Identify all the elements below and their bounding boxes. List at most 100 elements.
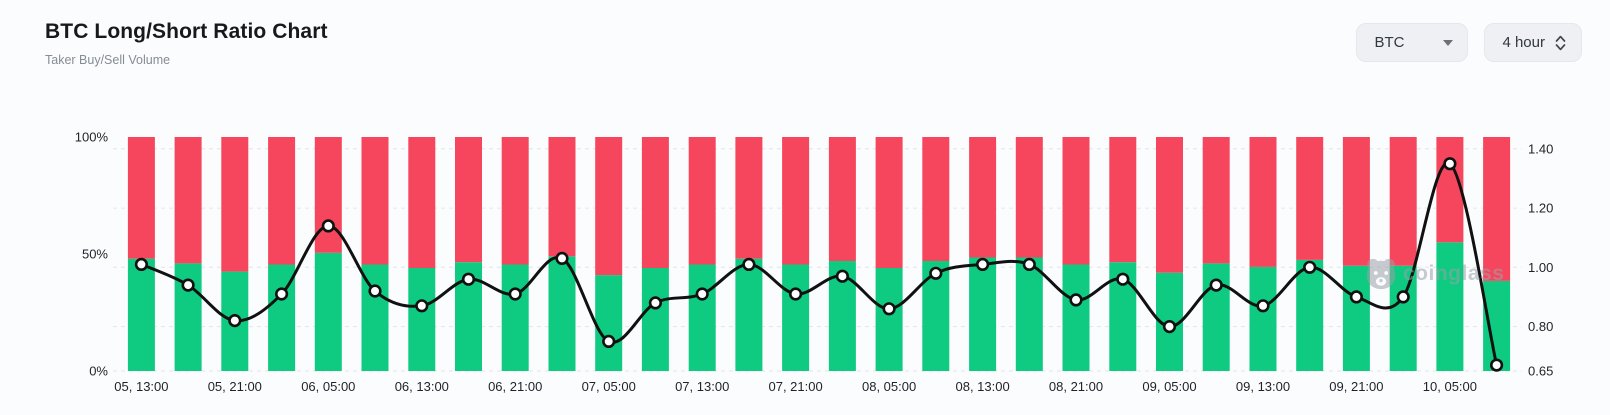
taker-sell-bar[interactable]	[314, 137, 342, 253]
ratio-point[interactable]	[228, 314, 242, 328]
ratio-point[interactable]	[1489, 358, 1504, 372]
ratio-point[interactable]	[882, 302, 896, 316]
taker-buy-bar[interactable]	[1062, 264, 1090, 372]
taker-sell-bar[interactable]	[174, 137, 202, 264]
ratio-point[interactable]	[321, 219, 335, 233]
page-subtitle: Taker Buy/Sell Volume	[45, 53, 171, 67]
taker-sell-bar[interactable]	[595, 137, 623, 276]
taker-buy-bar[interactable]	[314, 252, 342, 371]
taker-sell-bar[interactable]	[1389, 137, 1417, 266]
taker-buy-bar[interactable]	[127, 258, 155, 371]
taker-buy-bar[interactable]	[688, 264, 716, 372]
x-axis-label: 10, 05:00	[1423, 379, 1477, 394]
taker-sell-bar[interactable]	[1342, 137, 1370, 266]
taker-buy-bar[interactable]	[875, 268, 903, 371]
taker-sell-bar[interactable]	[455, 137, 482, 263]
x-axis-label: 08, 13:00	[955, 379, 1009, 394]
taker-buy-bar[interactable]	[1436, 242, 1464, 371]
page-title: BTC Long/Short Ratio Chart	[45, 20, 328, 43]
ratio-point[interactable]	[555, 251, 569, 265]
taker-sell-bar[interactable]	[969, 137, 997, 258]
taker-buy-bar[interactable]	[1015, 257, 1043, 372]
ratio-point[interactable]	[1443, 157, 1457, 171]
ratio-point[interactable]	[835, 269, 850, 283]
taker-buy-bar[interactable]	[1249, 266, 1277, 371]
taker-buy-bar[interactable]	[501, 264, 529, 372]
taker-buy-bar[interactable]	[782, 264, 810, 372]
x-axis-label: 05, 21:00	[208, 379, 262, 394]
ratio-point[interactable]	[1303, 260, 1317, 274]
taker-buy-bar[interactable]	[1342, 265, 1370, 371]
taker-buy-bar[interactable]	[1483, 280, 1511, 371]
taker-sell-bar[interactable]	[1436, 137, 1464, 243]
interval-select[interactable]: 4 hour	[1484, 23, 1582, 62]
x-axis-label: 06, 13:00	[395, 379, 449, 394]
taker-sell-bar[interactable]	[221, 137, 249, 272]
ratio-point[interactable]	[1116, 272, 1130, 286]
ratio-point[interactable]	[134, 257, 148, 272]
taker-sell-bar[interactable]	[361, 137, 389, 265]
taker-sell-bar[interactable]	[875, 137, 903, 268]
ratio-point[interactable]	[1022, 257, 1036, 272]
taker-sell-bar[interactable]	[501, 137, 529, 265]
taker-buy-bar[interactable]	[735, 258, 763, 371]
ratio-point[interactable]	[181, 278, 195, 292]
taker-buy-bar[interactable]	[969, 257, 997, 372]
ratio-point[interactable]	[929, 266, 943, 280]
ratio-point[interactable]	[508, 287, 522, 301]
ratio-point[interactable]	[275, 287, 289, 301]
taker-sell-bar[interactable]	[1483, 137, 1511, 281]
taker-buy-bar[interactable]	[595, 275, 623, 371]
ratio-point[interactable]	[461, 272, 476, 286]
taker-sell-bar[interactable]	[127, 137, 155, 259]
y-axis-label-left: 50%	[82, 247, 108, 262]
taker-sell-bar[interactable]	[735, 137, 763, 259]
taker-sell-bar[interactable]	[1109, 137, 1137, 263]
symbol-select[interactable]: BTC	[1356, 23, 1469, 62]
taker-sell-bar[interactable]	[548, 137, 576, 257]
taker-sell-bar[interactable]	[782, 137, 810, 265]
ratio-line	[139, 161, 1499, 367]
ratio-point[interactable]	[1256, 299, 1270, 313]
taker-sell-bar[interactable]	[922, 137, 950, 261]
ratio-point[interactable]	[1349, 290, 1363, 304]
up-down-chevrons-icon	[1554, 34, 1567, 52]
taker-buy-bar[interactable]	[641, 268, 669, 371]
ratio-point[interactable]	[788, 287, 803, 301]
taker-buy-bar[interactable]	[548, 256, 576, 371]
taker-buy-bar[interactable]	[408, 268, 436, 371]
ratio-point[interactable]	[602, 334, 616, 349]
ratio-point[interactable]	[368, 284, 382, 298]
taker-sell-bar[interactable]	[268, 137, 296, 265]
ratio-point[interactable]	[1396, 290, 1410, 304]
taker-sell-bar[interactable]	[828, 137, 856, 261]
y-axis-label-left: 100%	[75, 130, 109, 145]
ratio-point[interactable]	[1162, 320, 1177, 334]
ratio-point[interactable]	[742, 257, 756, 272]
taker-buy-bar[interactable]	[1296, 259, 1324, 371]
taker-sell-bar[interactable]	[1202, 137, 1230, 264]
ratio-point[interactable]	[695, 287, 709, 301]
taker-sell-bar[interactable]	[1296, 137, 1324, 260]
x-axis-label: 06, 05:00	[301, 379, 355, 394]
taker-sell-bar[interactable]	[1015, 137, 1043, 258]
taker-sell-bar[interactable]	[1249, 137, 1277, 267]
taker-sell-bar[interactable]	[1156, 137, 1183, 273]
ratio-point[interactable]	[1069, 293, 1083, 307]
ratio-point[interactable]	[1209, 278, 1223, 292]
y-axis-label-right: 1.00	[1528, 260, 1553, 275]
taker-sell-bar[interactable]	[1062, 137, 1090, 265]
taker-buy-bar[interactable]	[361, 264, 389, 372]
x-axis-label: 07, 05:00	[582, 379, 636, 394]
taker-sell-bar[interactable]	[688, 137, 716, 265]
ratio-point[interactable]	[975, 257, 990, 272]
caret-down-icon	[1443, 39, 1454, 46]
taker-sell-bar[interactable]	[408, 137, 436, 268]
ratio-point[interactable]	[648, 296, 663, 310]
taker-buy-bar[interactable]	[1389, 265, 1417, 371]
x-axis-label: 09, 05:00	[1142, 379, 1196, 394]
taker-sell-bar[interactable]	[641, 137, 669, 268]
ratio-point[interactable]	[415, 299, 429, 313]
